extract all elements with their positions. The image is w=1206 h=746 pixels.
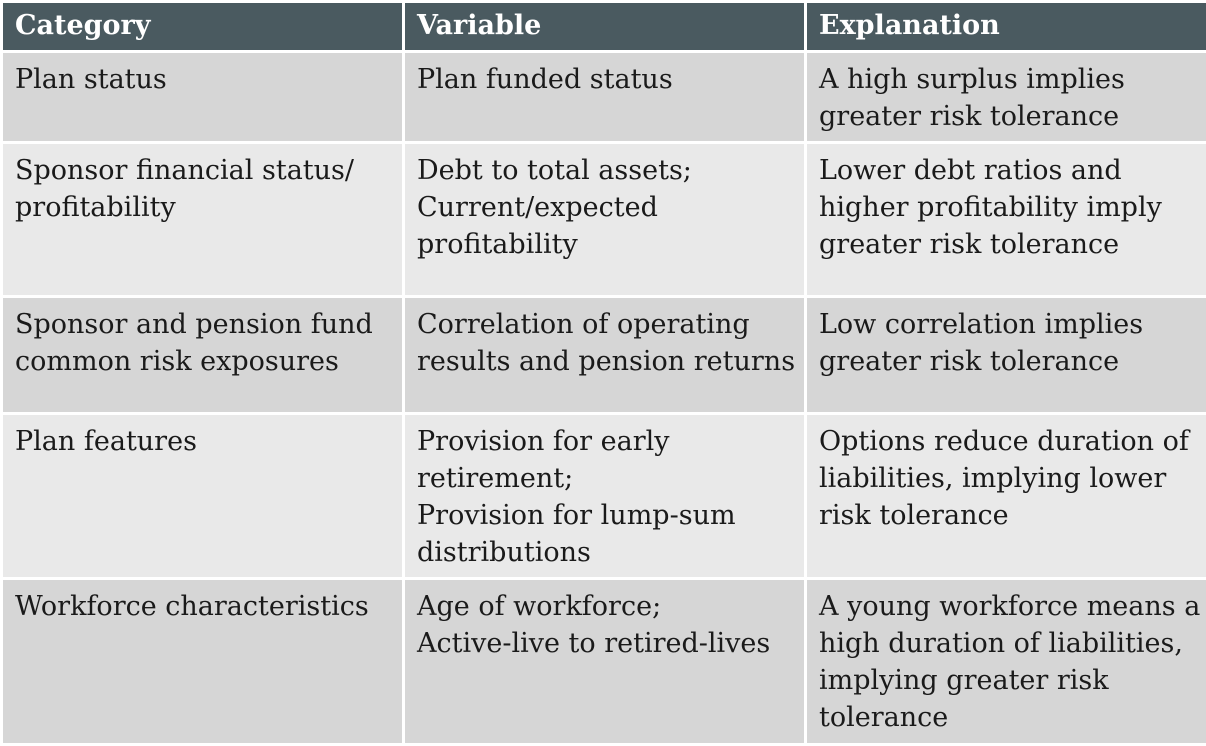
category-cell: Plan features (2, 414, 404, 579)
explanation-cell: A high surplus implies greater risk tole… (806, 52, 1206, 143)
header-row: Category Variable Explanation (2, 2, 1206, 52)
cell-line: distributions (417, 534, 792, 571)
explanation-cell: A young workforce means a high duration … (806, 579, 1206, 745)
cell-line: Options reduce duration of (819, 423, 1194, 460)
cell-line: Provision for early (417, 423, 792, 460)
cell-line: Plan status (15, 61, 390, 98)
table-row: Plan status Plan funded status A high su… (2, 52, 1206, 143)
variable-cell: Debt to total assets; Current/expected p… (404, 143, 806, 297)
cell-line: Plan funded status (417, 61, 792, 98)
category-cell: Plan status (2, 52, 404, 143)
cell-line: common risk exposures (15, 343, 390, 380)
table-row: Plan features Provision for early retire… (2, 414, 1206, 579)
cell-line: Active-live to retired-lives (417, 625, 792, 662)
cell-line: Lower debt ratios and (819, 152, 1194, 189)
variable-cell: Correlation of operating results and pen… (404, 297, 806, 414)
cell-line: Workforce characteristics (15, 588, 390, 625)
header-variable: Variable (404, 2, 806, 52)
cell-line: profitability (417, 226, 792, 263)
explanation-cell: Lower debt ratios and higher profitabili… (806, 143, 1206, 297)
cell-line: Current/expected (417, 189, 792, 226)
cell-line: Low correlation implies (819, 306, 1194, 343)
cell-line: Debt to total assets; (417, 152, 792, 189)
header-explanation: Explanation (806, 2, 1206, 52)
cell-line: liabilities, implying lower (819, 460, 1194, 497)
cell-line: greater risk tolerance (819, 226, 1194, 263)
cell-line: higher profitability imply (819, 189, 1194, 226)
variable-cell: Age of workforce; Active-live to retired… (404, 579, 806, 745)
cell-line: retirement; (417, 460, 792, 497)
cell-line: greater risk tolerance (819, 343, 1194, 380)
category-cell: Sponsor and pension fund common risk exp… (2, 297, 404, 414)
variable-cell: Provision for early retirement; Provisio… (404, 414, 806, 579)
variable-cell: Plan funded status (404, 52, 806, 143)
cell-line: Correlation of operating (417, 306, 792, 343)
cell-line: risk tolerance (819, 497, 1194, 534)
table-row: Sponsor and pension fund common risk exp… (2, 297, 1206, 414)
category-cell: Sponsor financial status/ profitability (2, 143, 404, 297)
cell-line: Sponsor financial status/ (15, 152, 390, 189)
cell-line: high duration of liabilities, (819, 625, 1194, 662)
explanation-cell: Low correlation implies greater risk tol… (806, 297, 1206, 414)
cell-line: results and pension returns (417, 343, 792, 380)
category-cell: Workforce characteristics (2, 579, 404, 745)
table-row: Sponsor financial status/ profitability … (2, 143, 1206, 297)
header-category: Category (2, 2, 404, 52)
cell-line: Age of workforce; (417, 588, 792, 625)
table-row: Workforce characteristics Age of workfor… (2, 579, 1206, 745)
cell-line: A young workforce means a (819, 588, 1194, 625)
cell-line: profitability (15, 189, 390, 226)
cell-line: Plan features (15, 423, 390, 460)
cell-line: Sponsor and pension fund (15, 306, 390, 343)
cell-line: greater risk tolerance (819, 98, 1194, 135)
cell-line: Provision for lump-sum (417, 497, 792, 534)
cell-line: A high surplus implies (819, 61, 1194, 98)
cell-line: tolerance (819, 699, 1194, 736)
cell-line: implying greater risk (819, 662, 1194, 699)
explanation-cell: Options reduce duration of liabilities, … (806, 414, 1206, 579)
